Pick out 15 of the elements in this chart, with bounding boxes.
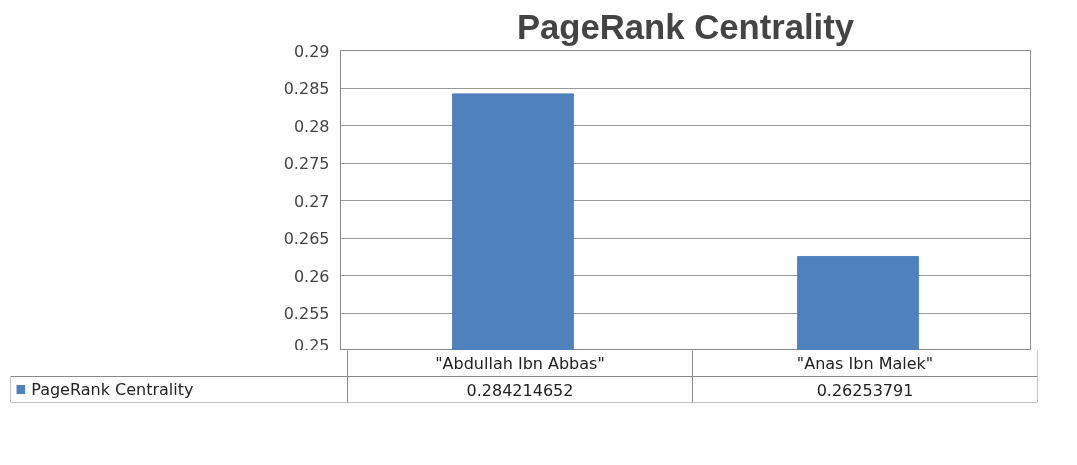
y-tick-label: 0.29 [293, 41, 330, 61]
y-tick-label: 0.28 [293, 116, 330, 136]
y-tick-label: 0.265 [283, 229, 330, 248]
x-tick-label: "Anas Ibn Malek" [796, 354, 934, 373]
data-label: 0.26253791 [816, 380, 914, 400]
x-tick-label: "Abdullah Ibn Abbas" [435, 354, 605, 373]
y-tick-label: 0.26 [293, 266, 330, 286]
chart-title: PageRank Centrality [516, 7, 855, 46]
y-tick-label: 0.275 [283, 154, 330, 173]
legend-label: PageRank Centrality [31, 380, 194, 399]
y-tick-label: 0.255 [283, 304, 330, 323]
y-tick-label: 0.25 [293, 335, 330, 355]
data-label: 0.284214652 [466, 380, 574, 400]
y-tick-label: 0.27 [293, 191, 330, 211]
y-tick-label: 0.285 [283, 79, 330, 98]
